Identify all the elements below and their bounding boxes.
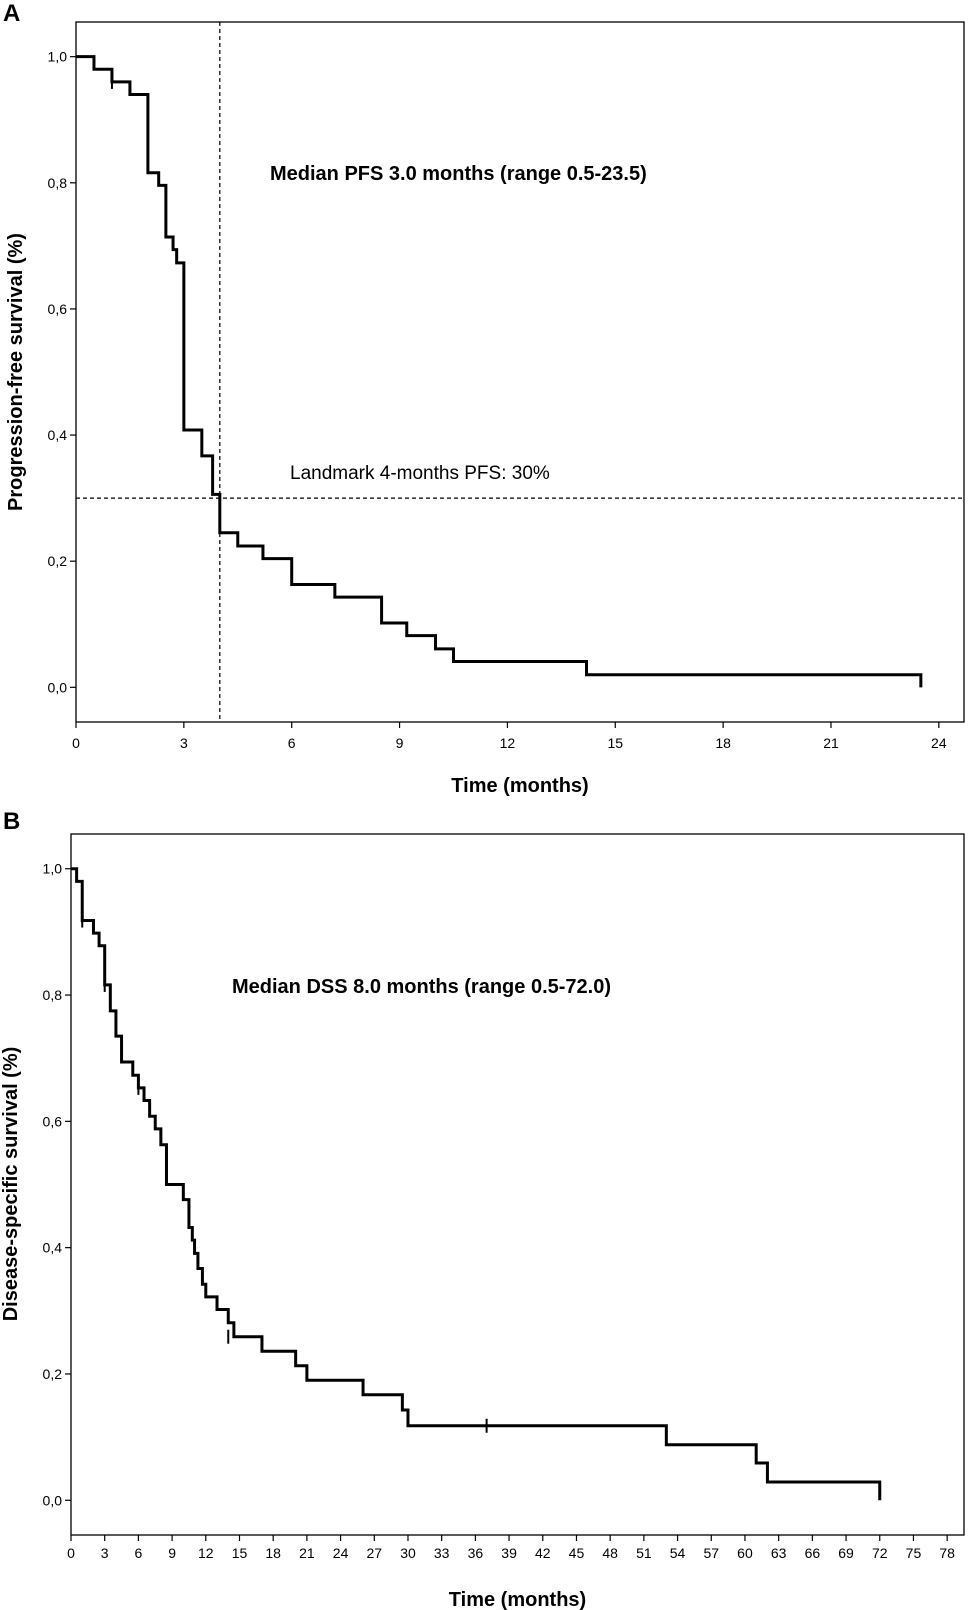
chart-a-x-tick-label: 15 xyxy=(607,735,623,751)
chart-a-annotation-2: Landmark 4-months PFS: 30% xyxy=(290,463,550,484)
chart-b-x-tick-label: 21 xyxy=(299,1545,315,1561)
chart-b-x-tick-label: 45 xyxy=(569,1545,585,1561)
chart-a-y-tick-label: 0,2 xyxy=(48,553,68,569)
chart-b-x-tick-label: 57 xyxy=(703,1545,719,1561)
chart-b-x-tick-label: 72 xyxy=(872,1545,888,1561)
chart-b-x-tick-label: 75 xyxy=(906,1545,922,1561)
chart-a-plot-frame xyxy=(75,21,965,723)
chart-b-x-tick-label: 66 xyxy=(805,1545,821,1561)
chart-a-y-tick-label: 1,0 xyxy=(48,49,68,65)
chart-b-y-tick-label: 0,2 xyxy=(43,1366,63,1382)
chart-b-x-tick-label: 78 xyxy=(939,1545,955,1561)
chart-b-x-tick-label: 51 xyxy=(636,1545,652,1561)
chart-b-y-tick-label: 0,4 xyxy=(43,1240,63,1256)
chart-a-x-tick-label: 9 xyxy=(396,735,404,751)
chart-b-y-tick-label: 0,6 xyxy=(43,1113,63,1129)
chart-a-x-tick-label: 18 xyxy=(715,735,731,751)
chart-b-x-tick-label: 12 xyxy=(198,1545,214,1561)
chart-b-x-tick-label: 0 xyxy=(67,1545,75,1561)
chart-a-y-tick-label: 0,0 xyxy=(48,679,68,695)
chart-b-x-tick-label: 30 xyxy=(400,1545,416,1561)
chart-b-y-axis-title: Disease-specific survival (%) xyxy=(0,1047,22,1322)
chart-b-survival-curve xyxy=(71,867,882,1501)
chart-a-x-axis-title: Time (months) xyxy=(451,775,588,797)
chart-b-x-tick-label: 3 xyxy=(101,1545,109,1561)
chart-b-x-axis-title: Time (months) xyxy=(449,1589,586,1610)
chart-b-x-tick-label: 18 xyxy=(265,1545,281,1561)
chart-a-x-tick-label: 21 xyxy=(823,735,839,751)
chart-b-x-tick-label: 60 xyxy=(737,1545,753,1561)
chart-a-x-tick-label: 6 xyxy=(288,735,296,751)
chart-a-x-tick-label: 0 xyxy=(72,735,80,751)
chart-a-survival-curve xyxy=(76,55,923,688)
panel-letter-b: B xyxy=(3,808,21,835)
chart-a-y-axis-title: Progression-free survival (%) xyxy=(5,233,27,511)
chart-a-x-tick-label: 24 xyxy=(931,735,947,751)
chart-b-x-tick-label: 39 xyxy=(501,1545,517,1561)
chart-b-x-tick-label: 48 xyxy=(602,1545,618,1561)
chart-b-x-tick-label: 24 xyxy=(333,1545,349,1561)
chart-a-y-tick-label: 0,4 xyxy=(48,427,68,443)
chart-a-y-tick-label: 0,6 xyxy=(48,301,68,317)
chart-a-annotation-1: Median PFS 3.0 months (range 0.5-23.5) xyxy=(270,163,647,185)
panel-letter-a: A xyxy=(3,0,21,27)
chart-b-x-tick-label: 69 xyxy=(838,1545,854,1561)
chart-b-x-tick-label: 36 xyxy=(468,1545,484,1561)
chart-b-x-tick-label: 6 xyxy=(134,1545,142,1561)
chart-a-x-tick-label: 3 xyxy=(180,735,188,751)
chart-b-x-tick-label: 63 xyxy=(771,1545,787,1561)
chart-b-annotation-1: Median DSS 8.0 months (range 0.5-72.0) xyxy=(232,976,611,998)
chart-a-x-tick-label: 12 xyxy=(500,735,516,751)
chart-b-y-tick-label: 1,0 xyxy=(43,861,63,877)
chart-b-x-tick-label: 27 xyxy=(366,1545,382,1561)
chart-b-x-tick-label: 33 xyxy=(434,1545,450,1561)
chart-b-x-tick-label: 42 xyxy=(535,1545,551,1561)
chart-b-y-tick-label: 0,8 xyxy=(43,987,63,1003)
chart-b-x-tick-label: 15 xyxy=(232,1545,248,1561)
chart-b-x-tick-label: 9 xyxy=(168,1545,176,1561)
chart-b-y-tick-label: 0,0 xyxy=(43,1492,63,1508)
chart-a-y-tick-label: 0,8 xyxy=(48,175,68,191)
chart-b-plot-frame xyxy=(70,833,965,1536)
chart-b-x-tick-label: 54 xyxy=(670,1545,686,1561)
